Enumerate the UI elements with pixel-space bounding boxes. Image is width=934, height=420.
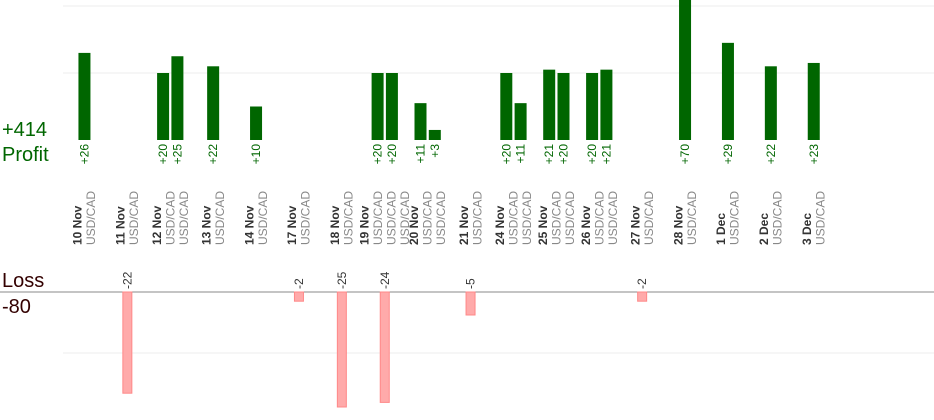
day-pair-label: USD/CAD — [177, 191, 191, 245]
day-pair-label: USD/CAD — [506, 191, 520, 245]
profit-bar — [807, 62, 820, 141]
profit-bar — [414, 103, 427, 140]
profit-value-label: +10 — [249, 144, 263, 165]
day-pair-label: USD/CAD — [685, 191, 699, 245]
profit-bar — [514, 103, 527, 140]
day-date-label: 2 Dec — [757, 213, 771, 245]
profit-bar — [207, 66, 220, 140]
loss-total: -80 — [2, 296, 31, 318]
day-date-label: 13 Nov — [199, 205, 213, 245]
loss-bar — [379, 291, 390, 403]
day-date-label: 11 Nov — [114, 206, 128, 245]
profit-bar — [157, 73, 170, 140]
loss-label: Loss — [2, 270, 45, 292]
day-pair-label: USD/CAD — [592, 191, 606, 245]
day-date-label: 14 Nov — [242, 205, 256, 245]
loss-value-label: -2 — [635, 278, 649, 289]
profit-bar — [250, 106, 263, 140]
loss-value-label: -5 — [464, 278, 478, 289]
profit-bar — [385, 73, 398, 140]
day-pair-label: USD/CAD — [434, 191, 448, 245]
day-date-label: 17 Nov — [285, 205, 299, 245]
profit-bar — [764, 66, 777, 140]
day-pair-label: USD/CAD — [84, 191, 98, 245]
profit-bar — [543, 69, 556, 140]
day-date-label: 20 Nov — [407, 205, 421, 245]
profit-value-label: +70 — [678, 144, 692, 165]
profit-value-label: +29 — [721, 144, 735, 165]
day-pair-label: USD/CAD — [371, 191, 385, 245]
profit-value-label: +21 — [542, 144, 556, 165]
day-date-label: 18 Nov — [328, 205, 342, 245]
day-pair-label: USD/CAD — [814, 191, 828, 245]
day-date-label: 24 Nov — [493, 205, 507, 245]
day-pair-label: USD/CAD — [771, 191, 785, 245]
profit-value-label: +20 — [156, 144, 170, 165]
day-pair-label: USD/CAD — [342, 191, 356, 245]
profit-bar — [557, 73, 570, 140]
loss-bar — [122, 291, 133, 394]
loss-bar — [293, 291, 304, 302]
day-date-label: 19 Nov — [358, 205, 372, 245]
day-date-label: 3 Dec — [800, 213, 814, 245]
day-pair-label: USD/CAD — [163, 191, 177, 245]
day-date-label: 28 Nov — [671, 205, 685, 245]
profit-value-label: +20 — [385, 144, 399, 165]
profit-value-label: +3 — [428, 144, 442, 158]
profit-total: +414 — [2, 119, 48, 141]
profit-value-label: +11 — [514, 144, 528, 164]
profit-value-label: +22 — [206, 144, 220, 165]
day-pair-label: USD/CAD — [256, 191, 270, 245]
day-date-label: 10 Nov — [71, 205, 85, 245]
profit-value-label: +26 — [77, 144, 91, 165]
day-date-label: 25 Nov — [536, 205, 550, 245]
profit-value-label: +22 — [764, 144, 778, 165]
day-pair-label: USD/CAD — [213, 191, 227, 245]
day-pair-label: USD/CAD — [299, 191, 313, 245]
day-pair-label: USD/CAD — [470, 191, 484, 245]
day-pair-label: USD/CAD — [563, 191, 577, 245]
profit-bar — [371, 73, 384, 140]
profit-label: Profit — [2, 144, 49, 166]
profit-bar — [78, 52, 91, 140]
profit-bar — [586, 73, 599, 140]
loss-bar — [336, 291, 347, 408]
loss-value-label: -25 — [335, 271, 349, 289]
loss-value-label: -24 — [378, 271, 392, 289]
profit-value-label: +20 — [585, 144, 599, 165]
day-pair-label: USD/CAD — [421, 191, 435, 245]
day-pair-label: USD/CAD — [520, 191, 534, 245]
day-date-label: 21 Nov — [457, 205, 471, 245]
day-pair-label: USD/CAD — [642, 191, 656, 245]
loss-bar — [465, 291, 476, 316]
loss-value-label: -2 — [292, 278, 306, 289]
profit-value-label: +20 — [371, 144, 385, 165]
profit-value-label: +21 — [599, 144, 613, 165]
day-date-label: 26 Nov — [579, 205, 593, 245]
day-pair-label: USD/CAD — [127, 191, 141, 245]
profit-bar — [428, 129, 441, 140]
day-pair-label: USD/CAD — [549, 191, 563, 245]
loss-bar — [637, 291, 648, 302]
day-date-label: 1 Dec — [714, 213, 728, 245]
profit-value-label: +23 — [807, 144, 821, 165]
loss-value-label: -22 — [120, 271, 134, 289]
day-pair-label: USD/CAD — [398, 191, 412, 245]
day-date-label: 12 Nov — [150, 205, 164, 245]
profit-value-label: +25 — [170, 144, 184, 165]
day-pair-label: USD/CAD — [385, 191, 399, 245]
profit-bar — [171, 56, 184, 140]
day-pair-label: USD/CAD — [606, 191, 620, 245]
profit-bar — [500, 73, 513, 140]
profit-bar — [679, 0, 692, 140]
day-date-label: 27 Nov — [628, 205, 642, 245]
profit-value-label: +20 — [557, 144, 571, 165]
profit-value-label: +20 — [499, 144, 513, 165]
profit-value-label: +11 — [414, 144, 428, 164]
day-pair-label: USD/CAD — [728, 191, 742, 245]
profit-bar — [600, 69, 613, 140]
profit-bar — [721, 42, 734, 140]
